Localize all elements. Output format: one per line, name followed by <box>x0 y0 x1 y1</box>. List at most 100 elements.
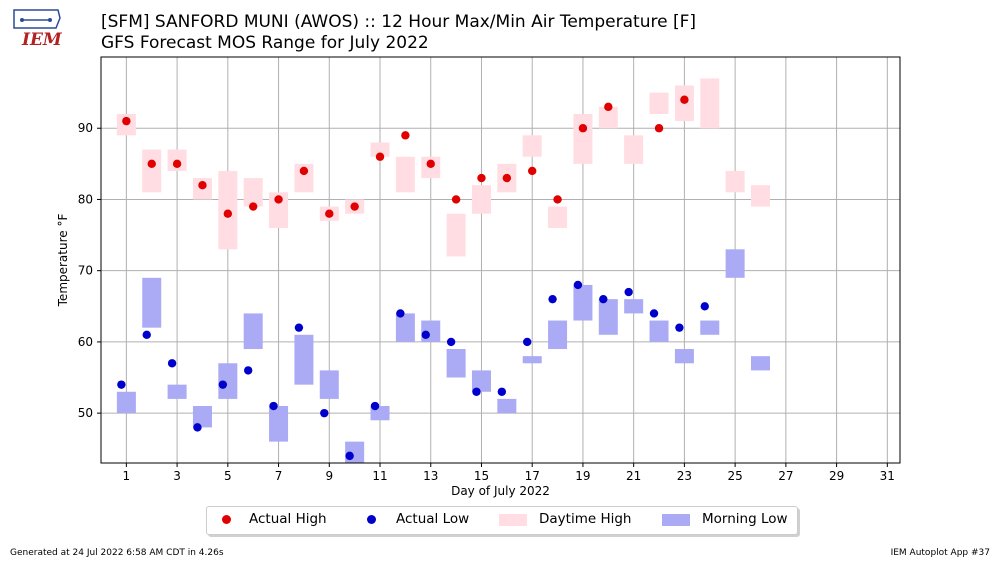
actual-low-point <box>421 330 430 339</box>
morning-low-bar <box>142 277 162 328</box>
actual-low-point <box>497 387 507 396</box>
daytime-high-bar <box>649 92 669 114</box>
x-tick-label: 9 <box>325 469 333 483</box>
morning-low-bar <box>497 398 517 414</box>
x-tick-label: 23 <box>677 469 692 483</box>
morning-low-bar <box>700 320 720 335</box>
x-tick-label: 17 <box>525 469 540 483</box>
actual-high-point <box>147 159 156 169</box>
morning-low-bar <box>522 356 542 364</box>
logo-text: IEM <box>22 30 62 50</box>
actual-low-point <box>624 287 633 297</box>
morning-low-bar <box>218 363 238 399</box>
y-tick-label: 60 <box>78 335 93 349</box>
y-axis-label: Temperature °F <box>56 214 70 308</box>
actual-low-point <box>548 294 557 304</box>
actual-high-point <box>223 209 233 218</box>
morning-low-bar <box>446 349 466 378</box>
y-tick-label: 80 <box>78 192 93 206</box>
x-tick-label: 27 <box>778 469 793 483</box>
actual-high-point <box>604 102 613 112</box>
iem-logo: IEM <box>8 6 66 50</box>
chart-legend: Actual High Actual Low Daytime High Morn… <box>206 506 798 535</box>
actual-high-point <box>502 173 512 183</box>
x-tick-label: 1 <box>123 469 131 483</box>
daytime-high-bar <box>725 170 745 193</box>
actual-high-point <box>375 152 385 161</box>
pink-swatch-icon <box>499 514 527 526</box>
actual-low-point <box>243 366 253 375</box>
actual-low-point <box>345 451 354 461</box>
x-tick-label: 15 <box>474 469 489 483</box>
actual-low-point <box>700 302 709 311</box>
daytime-high-bar <box>370 142 390 157</box>
chart-title: [SFM] SANFORD MUNI (AWOS) :: 12 Hour Max… <box>101 12 696 32</box>
range-bars <box>116 78 770 463</box>
y-tick-label: 70 <box>78 264 93 278</box>
actual-high-point <box>122 116 131 126</box>
morning-low-bar <box>725 249 745 278</box>
actual-low-point <box>599 294 608 304</box>
morning-low-bar <box>598 299 618 335</box>
morning-low-bar <box>116 391 136 414</box>
legend-label-actual-low: Actual Low <box>396 511 470 527</box>
blue-dot-icon <box>367 515 376 524</box>
daytime-high-bar <box>624 135 644 164</box>
plot-frame <box>100 56 901 464</box>
actual-high-point <box>248 202 258 211</box>
actual-high-point <box>426 159 435 169</box>
actual-high-point <box>401 131 410 140</box>
actual-high-point <box>654 124 664 133</box>
actual-high-point <box>299 166 309 176</box>
morning-low-bar <box>548 320 568 350</box>
app-label: IEM Autoplot App #37 <box>890 548 990 558</box>
actual-high-point <box>553 195 562 204</box>
x-tick-label: 21 <box>626 469 641 483</box>
actual-high-point <box>528 166 537 176</box>
legend-label-morning-low: Morning Low <box>702 511 788 527</box>
legend-label-actual-high: Actual High <box>249 511 327 527</box>
actual-high-point <box>578 124 588 133</box>
actual-low-point <box>117 380 126 389</box>
iowa-map-icon <box>13 9 61 29</box>
x-tick-label: 3 <box>173 469 181 483</box>
daytime-high-bar <box>243 178 263 207</box>
daytime-high-bar <box>471 185 491 214</box>
daytime-high-bar <box>446 213 466 257</box>
daytime-high-bar <box>750 185 770 207</box>
daytime-high-bar <box>269 192 289 228</box>
morning-low-bar <box>674 349 694 364</box>
morning-low-bar <box>750 356 770 371</box>
actual-low-point <box>573 280 583 290</box>
y-tick-label: 90 <box>78 121 93 135</box>
morning-low-bar <box>573 284 593 321</box>
morning-low-bar <box>471 370 491 392</box>
actual-low-point <box>523 337 532 347</box>
daytime-high-bar <box>548 206 568 228</box>
blue-swatch-icon <box>662 514 690 526</box>
morning-low-bar <box>167 384 187 399</box>
x-tick-label: 25 <box>727 469 742 483</box>
morning-low-bar <box>624 299 644 314</box>
morning-low-bar <box>649 320 669 342</box>
actual-low-point <box>320 408 329 418</box>
actual-high-point <box>325 209 334 218</box>
x-tick-label: 5 <box>224 469 232 483</box>
x-tick-label: 13 <box>423 469 438 483</box>
actual-high-point <box>680 95 689 104</box>
daytime-high-bar <box>522 135 542 157</box>
actual-low-point <box>675 323 684 332</box>
generated-timestamp: Generated at 24 Jul 2022 6:58 AM CDT in … <box>10 548 224 558</box>
daytime-high-bar <box>395 156 415 193</box>
actual-high-point <box>198 181 207 190</box>
x-tick-label: 31 <box>880 469 895 483</box>
actual-low-point <box>142 330 151 339</box>
actual-low-point <box>218 380 228 389</box>
actual-low-point <box>193 423 202 432</box>
x-tick-label: 11 <box>372 469 387 483</box>
actual-low-point <box>167 359 177 368</box>
morning-low-bar <box>395 313 415 342</box>
x-axis-label: Day of July 2022 <box>451 484 550 498</box>
